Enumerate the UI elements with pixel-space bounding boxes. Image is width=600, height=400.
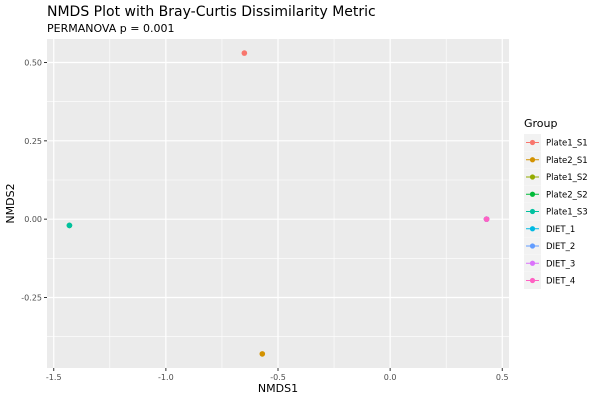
legend-key-point	[529, 157, 536, 163]
legend-label-diet-4: DIET_4	[546, 277, 575, 287]
legend-label-plate2-s1: Plate2_S1	[546, 156, 588, 166]
x-tick-label: -1.5	[46, 373, 62, 382]
x-tick-label: -0.5	[270, 373, 286, 382]
legend-title: Group	[524, 117, 558, 130]
y-tick-label: -0.25	[21, 294, 42, 303]
legend-label-plate2-s2: Plate2_S2	[546, 190, 588, 200]
data-point-plate1-s1	[241, 50, 248, 56]
legend-key-point	[529, 260, 536, 266]
y-axis-title: NMDS2	[4, 183, 17, 223]
legend-key-point	[529, 208, 536, 215]
legend-label-diet-2: DIET_2	[546, 242, 575, 252]
legend-key-point	[529, 243, 536, 249]
legend-key-point	[529, 174, 536, 180]
chart-subtitle: PERMANOVA p = 0.001	[47, 22, 174, 35]
legend-key-point	[529, 277, 536, 284]
x-tick-label: -1.0	[158, 373, 174, 382]
chart-title: NMDS Plot with Bray-Curtis Dissimilarity…	[47, 4, 376, 20]
data-points	[66, 50, 490, 357]
legend-label-diet-3: DIET_3	[546, 259, 575, 269]
data-point-plate2-s1	[259, 351, 266, 357]
legend-key-point	[529, 191, 536, 197]
x-tick-label: 0.5	[496, 373, 509, 382]
major-gridlines	[47, 39, 509, 368]
legend: Group Plate1_S1 Plate2_S1 Plate1_S2 Plate2_…	[524, 117, 588, 289]
legend-key-point	[529, 226, 536, 232]
y-tick-label: 0.00	[24, 215, 42, 224]
data-point-diet-4	[483, 216, 490, 222]
legend-label-diet-1: DIET_1	[546, 225, 575, 235]
x-axis-title: NMDS1	[258, 382, 298, 395]
legend-label-plate1-s1: Plate1_S1	[546, 139, 588, 149]
legend-key-point	[529, 139, 536, 146]
data-point-plate1-s3	[66, 222, 73, 229]
y-tick-label: 0.50	[24, 59, 42, 68]
legend-label-plate1-s3: Plate1_S3	[546, 208, 588, 218]
axes: -1.5 -1.0 -0.5 0.0 0.5 -0.25 0.00 0.25 0.50	[21, 59, 508, 383]
y-tick-label: 0.25	[24, 137, 42, 146]
legend-label-plate1-s2: Plate1_S2	[546, 173, 588, 183]
x-tick-label: 0.0	[384, 373, 397, 382]
